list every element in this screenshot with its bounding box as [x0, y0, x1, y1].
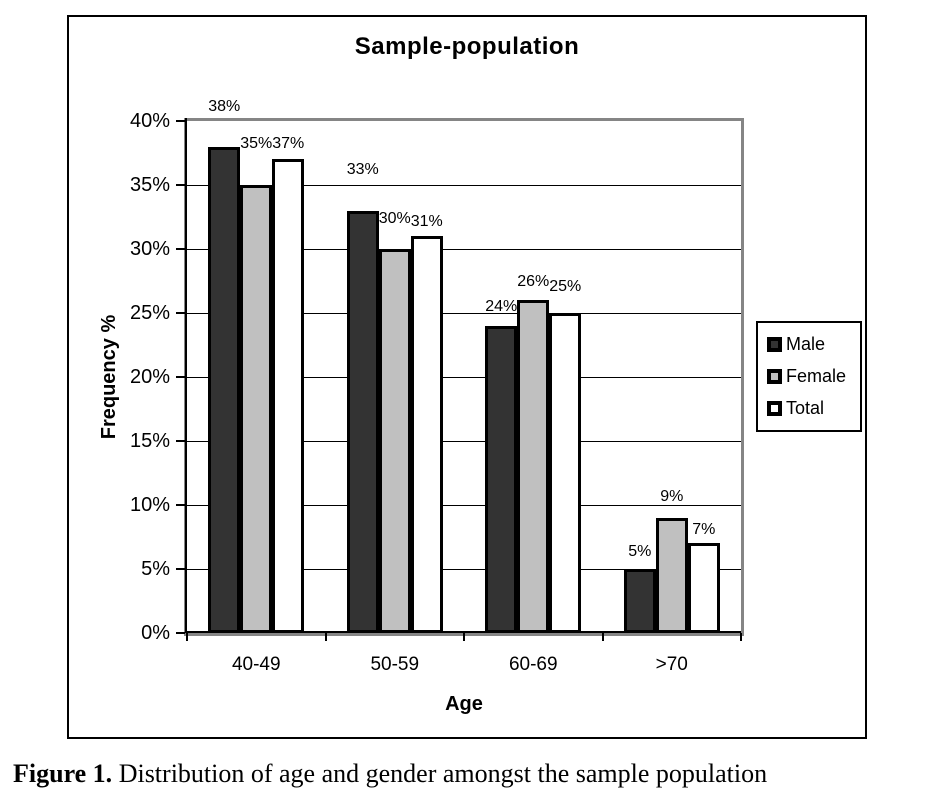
chart-figure: Sample-population Frequency % Age Male Fe… — [67, 15, 867, 739]
gridline — [187, 313, 741, 314]
bar-label-male-4049: 38% — [208, 97, 241, 115]
legend-label: Male — [786, 334, 826, 354]
y-tick-label: 30% — [129, 238, 170, 260]
bar-label-total-5059: 31% — [410, 213, 443, 231]
y-tick-label: 25% — [129, 302, 170, 324]
bar-label-male-6069: 24% — [485, 297, 518, 315]
bar-label-male-5059: 33% — [346, 160, 379, 178]
legend-label: Female — [786, 366, 847, 386]
bar-label-total-70: 7% — [692, 521, 716, 539]
x-axis-line — [185, 631, 741, 633]
y-tick-label: 35% — [129, 174, 170, 196]
y-tick — [176, 440, 185, 442]
x-tick — [463, 633, 465, 641]
legend-item-female: Female — [767, 367, 851, 386]
y-axis-line — [185, 118, 187, 633]
gridline — [187, 377, 741, 378]
y-tick — [176, 376, 185, 378]
x-category-label: 40-49 — [231, 654, 281, 675]
legend: Male Female Total — [756, 321, 862, 432]
x-axis-title: Age — [445, 693, 483, 715]
gridline — [187, 505, 741, 506]
bar-male-5059 — [346, 210, 379, 633]
gridline — [187, 569, 741, 570]
x-tick — [601, 633, 604, 641]
bar-label-female-5059: 30% — [378, 210, 411, 227]
bar-total-6069 — [549, 313, 582, 633]
legend-swatch-icon — [767, 337, 782, 352]
y-tick — [176, 120, 185, 122]
bar-label-female-70: 9% — [660, 487, 684, 505]
legend-swatch-icon — [767, 369, 782, 384]
bar-label-female-4049: 35% — [240, 135, 273, 152]
bar-female-5059 — [378, 249, 411, 633]
y-tick — [176, 632, 185, 634]
x-category-label: >70 — [655, 654, 688, 675]
legend-item-male: Male — [767, 335, 851, 354]
x-category-label: 50-59 — [370, 654, 420, 675]
x-category-label: 60-69 — [508, 654, 558, 675]
y-tick — [176, 184, 185, 186]
bar-label-total-6069: 25% — [549, 278, 582, 295]
legend-label: Total — [786, 398, 825, 418]
figure-caption-label: Figure 1. — [13, 759, 113, 788]
bar-female-6069 — [517, 300, 550, 633]
bar-label-female-6069: 26% — [517, 273, 550, 291]
gridline — [187, 185, 741, 186]
figure-caption-text: Distribution of age and gender amongst t… — [112, 759, 768, 788]
bar-total-5059 — [410, 236, 443, 633]
bar-label-total-4049: 37% — [272, 135, 305, 153]
x-tick — [740, 633, 742, 641]
bar-female-4049 — [240, 185, 273, 633]
y-tick — [176, 568, 185, 570]
y-tick-label: 5% — [141, 558, 170, 580]
y-tick — [176, 248, 185, 250]
bar-total-70 — [687, 543, 720, 633]
y-tick-label: 10% — [129, 494, 170, 516]
chart-title: Sample-population — [354, 33, 580, 60]
y-tick-label: 40% — [129, 110, 170, 132]
y-tick — [176, 504, 185, 506]
bar-male-70 — [623, 569, 656, 633]
y-tick — [176, 312, 185, 314]
x-tick — [324, 633, 327, 641]
bar-male-6069 — [485, 325, 518, 633]
legend-swatch-icon — [767, 401, 782, 416]
bar-label-male-70: 5% — [628, 543, 652, 560]
bar-female-70 — [655, 517, 688, 633]
gridline — [187, 249, 741, 250]
y-tick-label: 20% — [129, 366, 170, 388]
gridline — [187, 441, 741, 442]
bar-total-4049 — [272, 159, 305, 633]
y-tick-label: 15% — [129, 430, 170, 452]
figure-caption: Figure 1. Distribution of age and gender… — [13, 758, 933, 791]
x-tick — [186, 633, 188, 641]
y-tick-label: 0% — [141, 622, 170, 644]
legend-item-total: Total — [767, 399, 851, 418]
bar-male-4049 — [208, 146, 241, 633]
